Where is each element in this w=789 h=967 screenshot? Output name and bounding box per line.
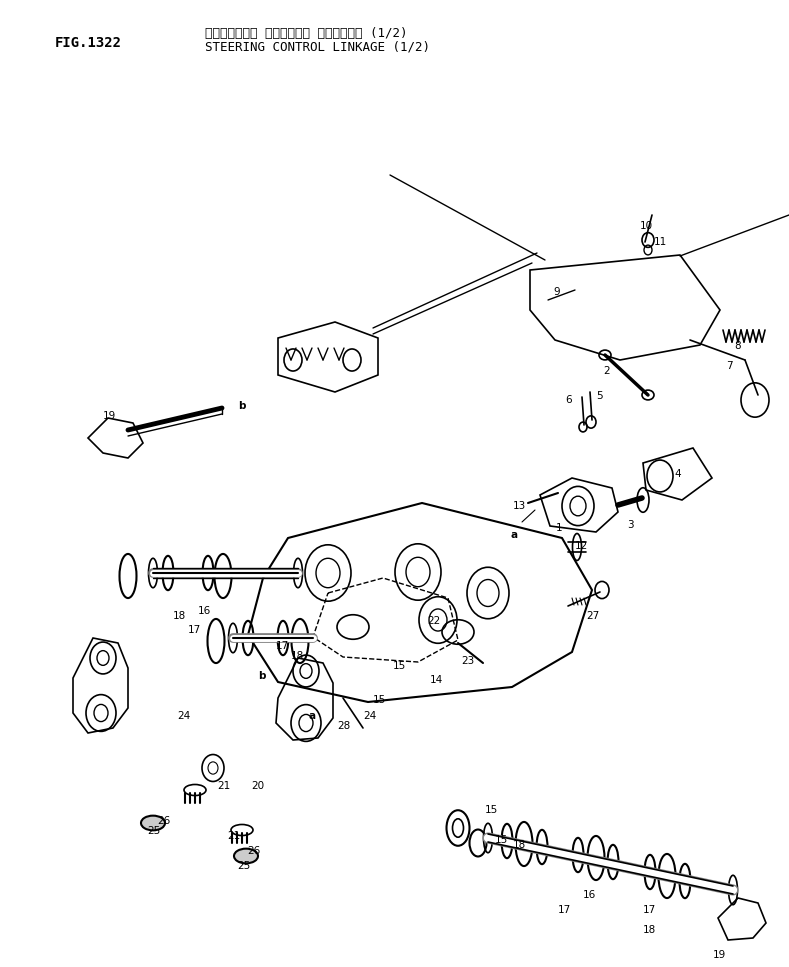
Text: 12: 12 — [575, 541, 589, 551]
Text: 7: 7 — [726, 361, 733, 371]
Text: 18: 18 — [173, 611, 186, 621]
Text: 24: 24 — [363, 711, 376, 721]
Ellipse shape — [141, 815, 165, 831]
Text: 15: 15 — [372, 695, 386, 705]
Text: 23: 23 — [461, 656, 474, 666]
Text: 15: 15 — [393, 661, 406, 671]
Text: FIG.1322: FIG.1322 — [55, 36, 122, 49]
Text: 21: 21 — [228, 831, 241, 841]
Text: 6: 6 — [566, 395, 572, 405]
Text: 28: 28 — [338, 721, 351, 731]
Text: 8: 8 — [734, 341, 741, 351]
Text: 13: 13 — [513, 501, 526, 511]
Text: 18: 18 — [643, 925, 656, 935]
Text: a: a — [510, 530, 518, 540]
Text: STEERING CONTROL LINKAGE (1/2): STEERING CONTROL LINKAGE (1/2) — [205, 41, 430, 53]
Text: 26: 26 — [158, 816, 171, 826]
Text: 18: 18 — [291, 651, 305, 661]
Text: 17: 17 — [276, 641, 290, 651]
Text: 25: 25 — [148, 826, 161, 836]
Text: 18: 18 — [513, 840, 526, 850]
Text: ステアリング・ コントロール リンケージ・ (1/2): ステアリング・ コントロール リンケージ・ (1/2) — [205, 27, 408, 40]
Text: 17: 17 — [643, 905, 656, 915]
Text: 16: 16 — [583, 890, 596, 900]
Text: 19: 19 — [712, 950, 726, 960]
Text: 11: 11 — [654, 237, 667, 247]
Text: 4: 4 — [674, 469, 681, 479]
Text: 17: 17 — [188, 625, 201, 635]
Text: 3: 3 — [627, 520, 634, 530]
Text: 14: 14 — [430, 675, 443, 685]
Text: b: b — [238, 401, 246, 411]
Text: 15: 15 — [495, 835, 508, 845]
Text: 20: 20 — [251, 781, 264, 791]
Ellipse shape — [484, 823, 492, 853]
Text: a: a — [308, 711, 316, 721]
Text: 22: 22 — [428, 616, 441, 626]
Text: 17: 17 — [558, 905, 571, 915]
Text: 25: 25 — [237, 861, 251, 871]
Text: 1: 1 — [555, 523, 562, 533]
Ellipse shape — [234, 849, 258, 864]
Text: 24: 24 — [178, 711, 191, 721]
Text: 27: 27 — [586, 611, 600, 621]
Text: 5: 5 — [596, 391, 603, 401]
Text: 21: 21 — [218, 781, 231, 791]
Text: 2: 2 — [603, 366, 610, 376]
Text: 19: 19 — [103, 411, 116, 421]
Text: 26: 26 — [248, 846, 261, 856]
Text: b: b — [259, 671, 266, 681]
Ellipse shape — [148, 558, 158, 588]
Text: 9: 9 — [553, 287, 560, 297]
Text: 15: 15 — [484, 805, 498, 815]
Text: 10: 10 — [640, 221, 653, 231]
Text: 16: 16 — [198, 606, 211, 616]
